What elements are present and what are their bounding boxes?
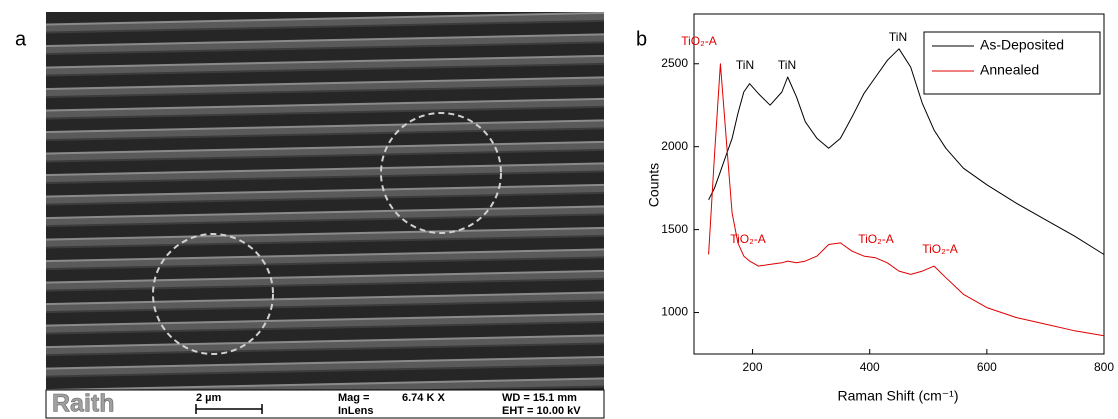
sem-brand: Raith — [52, 390, 115, 418]
x-tick-label: 200 — [743, 360, 763, 374]
panel-label: b — [636, 28, 647, 50]
y-tick-label: 2500 — [661, 56, 688, 70]
eht: EHT = 10.00 kV — [502, 405, 581, 417]
y-axis-label: Counts — [646, 163, 662, 207]
series-line — [708, 48, 1105, 255]
annotation: TiN — [736, 58, 754, 72]
scale-bar — [195, 404, 263, 414]
legend-label: Annealed — [980, 62, 1039, 78]
detector: InLens — [338, 405, 373, 417]
mag-label: Mag = — [338, 392, 369, 404]
x-axis-label: Raman Shift (cm⁻¹) — [838, 388, 959, 404]
y-tick-label: 1500 — [661, 222, 688, 236]
y-tick-label: 2000 — [661, 139, 688, 153]
scale-bar-label: 2 µm — [196, 392, 222, 404]
annotation: TiO₂-A — [730, 232, 766, 246]
x-tick-label: 400 — [860, 360, 880, 374]
x-tick-label: 800 — [1094, 360, 1114, 374]
annotation: TiN — [778, 58, 796, 72]
series-line — [708, 63, 1105, 337]
mag-value: 6.74 K X — [402, 392, 445, 404]
sem-image — [46, 12, 604, 390]
working-distance: WD = 15.1 mm — [502, 392, 577, 404]
annotation: TiO₂-A — [858, 232, 894, 246]
sem-info-bar — [45, 389, 605, 419]
annotation: TiO₂-A — [922, 242, 958, 256]
y-tick-label: 1000 — [661, 305, 688, 319]
annotation: TiN — [889, 30, 907, 44]
plot-frame — [693, 13, 1105, 355]
panel-label: a — [15, 28, 27, 50]
legend-box — [923, 31, 1101, 95]
annotation: TiO₂-A — [681, 34, 717, 48]
x-tick-label: 600 — [977, 360, 997, 374]
legend-label: As-Deposited — [980, 37, 1064, 53]
